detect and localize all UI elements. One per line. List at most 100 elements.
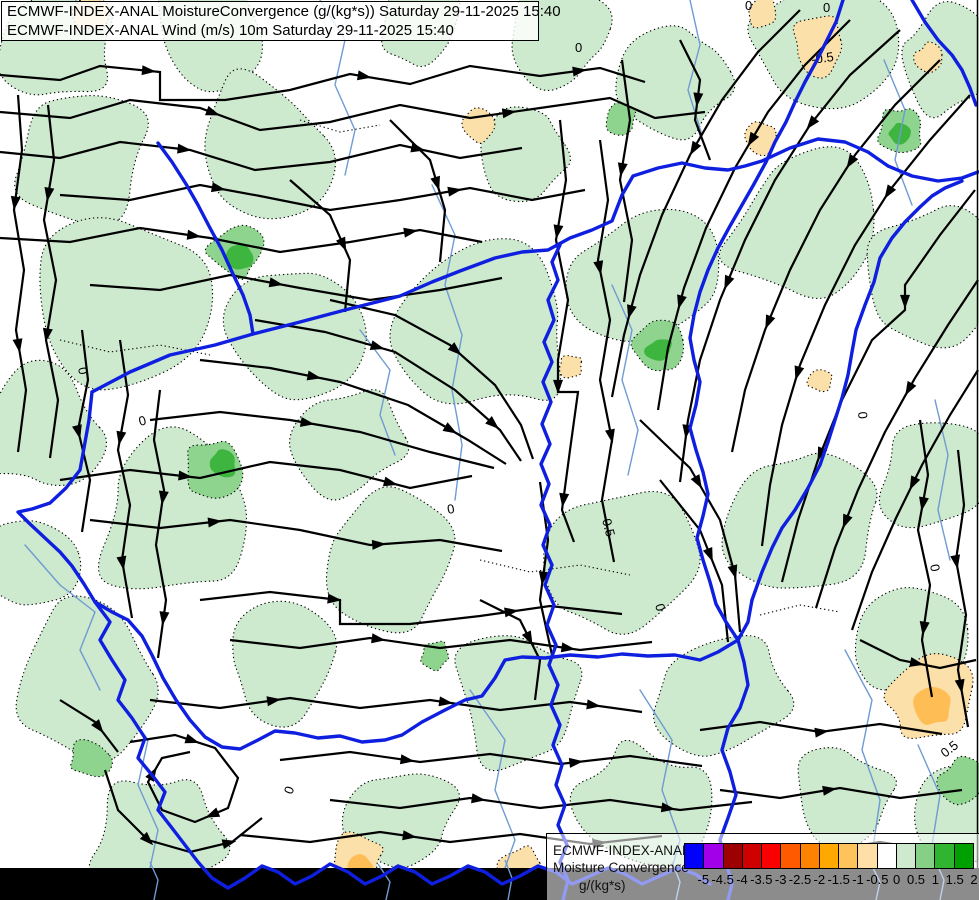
arrowhead-icon <box>504 607 519 618</box>
legend-tick-label: -4 <box>736 872 748 887</box>
streamline <box>59 183 586 212</box>
arrowhead-icon <box>116 430 127 446</box>
arrowhead-icon <box>690 474 702 489</box>
legend-tick-label: -5 <box>697 872 710 887</box>
arrowhead-icon <box>72 424 82 440</box>
arrowhead-icon <box>266 696 282 707</box>
streamline <box>719 786 963 800</box>
arrowhead-icon <box>727 564 738 580</box>
arrowhead-icon <box>139 831 154 846</box>
arrowhead-icon <box>765 314 776 330</box>
arrowhead-icon <box>553 224 564 239</box>
arrowhead-icon <box>447 342 462 356</box>
map-title-box: ECMWF-INDEX-ANAL MoistureConvergence (g/… <box>1 1 561 41</box>
arrowhead-icon <box>12 338 23 353</box>
arrowhead-icon <box>141 65 156 76</box>
legend-color-cell <box>895 844 916 868</box>
arrowhead-icon <box>822 785 837 796</box>
arrowhead-icon <box>91 719 104 734</box>
arrowhead-icon <box>210 182 226 193</box>
streamline <box>596 139 616 563</box>
arrowhead-icon <box>186 229 202 240</box>
arrowhead-icon <box>794 365 805 381</box>
legend-tick-label: 1.5 <box>945 872 964 887</box>
arrowhead-icon <box>410 142 426 153</box>
streamline <box>42 104 60 459</box>
streamline <box>0 64 646 102</box>
contour-label: 0 <box>575 40 582 55</box>
arrowhead-icon <box>402 830 417 841</box>
streamline <box>329 796 753 812</box>
legend-tick-label: -2 <box>813 872 826 887</box>
streamline <box>916 419 934 698</box>
streamline <box>678 29 901 483</box>
arrowhead-icon <box>42 327 53 343</box>
arrowhead-icon <box>268 277 284 288</box>
arrowhead-icon <box>747 131 760 147</box>
border-or-river <box>16 390 754 751</box>
legend-color-cell <box>876 844 896 868</box>
contour-label: 0 <box>75 366 91 376</box>
legend-color-cell <box>761 844 781 868</box>
arrowhead-icon <box>538 570 549 586</box>
arrowhead-icon <box>447 186 462 197</box>
streamline <box>289 179 352 313</box>
arrowhead-icon <box>356 70 372 81</box>
arrowhead-icon <box>560 642 576 653</box>
streamline <box>814 279 979 609</box>
arrowhead-icon <box>438 696 454 707</box>
legend-color-cell <box>934 844 954 868</box>
streamline <box>149 696 643 714</box>
arrowhead-icon <box>806 115 820 130</box>
wind-streamlines <box>0 9 979 854</box>
streamline <box>59 699 119 753</box>
legend-tick-labels: -5 -4.5 -4 -3.5 -3 -2.5 -2 -1.5 -1 -0.5 0 0.5 1 1.5 2 <box>684 870 978 888</box>
arrowhead-icon <box>900 294 910 309</box>
legend-color-cell <box>857 844 877 868</box>
arrowhead-icon <box>660 802 676 813</box>
arrowhead-icon <box>399 754 415 765</box>
streamline <box>149 410 495 470</box>
streamline <box>0 96 706 132</box>
arrowhead-icon <box>158 490 169 506</box>
legend-tick-label: -0.5 <box>866 872 889 887</box>
arrowhead-icon <box>919 496 929 512</box>
streamline <box>59 460 473 490</box>
streamline <box>229 636 653 652</box>
streamline <box>0 140 523 172</box>
border-or-river <box>688 0 845 642</box>
arrowhead-icon <box>593 260 604 275</box>
arrowhead-icon <box>559 492 570 508</box>
legend-tick-label: -4.5 <box>711 872 734 887</box>
streamline <box>639 419 742 633</box>
arrowhead-icon <box>205 807 221 818</box>
arrowhead-icon <box>442 422 458 434</box>
border-or-river <box>156 141 255 336</box>
streamline <box>329 298 535 460</box>
arrowhead-icon <box>627 304 637 320</box>
arrowhead-icon <box>116 555 127 571</box>
border-or-river <box>910 0 978 107</box>
arrowhead-icon <box>605 428 615 444</box>
arrowhead-icon <box>617 162 628 177</box>
legend-color-cell <box>780 844 800 868</box>
arrowhead-icon <box>501 108 517 119</box>
legend-subtitle: Moisture Convergence <box>553 860 689 875</box>
arrowhead-icon <box>430 175 440 191</box>
streamline <box>954 449 970 728</box>
contour-label: 0 <box>823 0 830 15</box>
streamline <box>254 318 522 462</box>
legend-tick-label: -1 <box>852 872 864 887</box>
streamline-arrowheads <box>10 65 965 853</box>
arrowhead-icon <box>327 593 342 604</box>
streamline <box>730 59 941 453</box>
streamline <box>760 94 971 547</box>
legend-tick-label: -3 <box>774 872 787 887</box>
arrowhead-icon <box>335 236 347 252</box>
legend-color-cell <box>799 844 819 868</box>
arrowhead-icon <box>471 793 486 804</box>
legend-colorbar <box>684 843 974 869</box>
contour-label: 0 <box>137 413 148 429</box>
arrowhead-icon <box>553 379 563 394</box>
